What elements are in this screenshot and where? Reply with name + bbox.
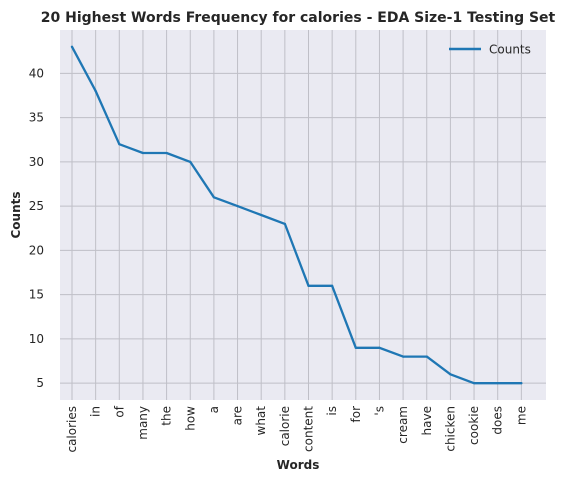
x-tick-label: how <box>183 406 197 431</box>
legend-label: Counts <box>489 43 531 57</box>
x-tick-label: calorie <box>278 406 292 446</box>
chart-title: 20 Highest Words Frequency for calories … <box>41 10 556 26</box>
x-tick-label: is <box>325 406 339 416</box>
y-tick-label: 5 <box>36 376 44 390</box>
data-point <box>449 373 452 376</box>
data-point <box>378 346 381 349</box>
x-tick-label: chicken <box>443 406 457 452</box>
x-tick-label: calories <box>65 406 79 453</box>
data-point <box>496 382 499 385</box>
x-tick-label: the <box>160 406 174 426</box>
x-tick-label: cookie <box>467 406 481 445</box>
x-tick-label: are <box>231 406 245 425</box>
x-tick-label: cream <box>396 406 410 444</box>
data-point <box>165 151 168 155</box>
data-point <box>118 143 121 146</box>
data-point <box>354 346 357 349</box>
data-point <box>472 382 476 385</box>
x-tick-label: what <box>254 406 268 436</box>
data-point <box>425 355 428 358</box>
y-tick-label: 20 <box>29 243 44 257</box>
x-gridlines <box>71 30 522 400</box>
y-tick-labels: 5 10 15 20 25 30 35 40 <box>29 66 44 390</box>
series-line-counts <box>70 45 523 385</box>
y-tick-label: 25 <box>29 199 44 213</box>
data-point <box>70 45 74 48</box>
data-point <box>141 151 145 155</box>
x-tick-label: me <box>514 406 528 425</box>
data-point <box>94 89 97 93</box>
y-axis-label: Counts <box>9 191 23 238</box>
x-tick-labels: calories in of many the how a are what calorie con… <box>65 405 528 452</box>
y-tick-label: 10 <box>29 332 44 346</box>
x-axis-label: Words <box>277 458 320 472</box>
data-point <box>307 284 310 287</box>
x-tick-label: a <box>207 406 221 413</box>
x-tick-label: have <box>420 406 434 435</box>
data-point <box>189 160 192 163</box>
x-tick-label: in <box>89 406 103 417</box>
x-tick-label: content <box>302 406 316 452</box>
data-point <box>520 382 523 385</box>
x-tick-label: does <box>491 406 505 435</box>
data-point <box>331 284 334 287</box>
y-gridlines <box>60 72 546 384</box>
x-tick-label: for <box>349 406 363 423</box>
x-tick-label: many <box>136 406 150 440</box>
plot-background <box>60 30 546 400</box>
data-point <box>260 213 263 217</box>
data-point <box>212 196 215 199</box>
y-tick-label: 35 <box>29 111 44 125</box>
legend: Counts <box>449 43 531 57</box>
y-tick-label: 30 <box>29 155 44 169</box>
data-point <box>283 222 286 225</box>
x-tick-label: 's <box>372 406 386 416</box>
y-tick-label: 40 <box>29 66 44 80</box>
data-point <box>236 205 239 208</box>
data-point <box>402 355 405 358</box>
y-tick-label: 15 <box>29 288 44 302</box>
series-layer <box>70 45 523 385</box>
x-tick-label: of <box>112 405 126 417</box>
